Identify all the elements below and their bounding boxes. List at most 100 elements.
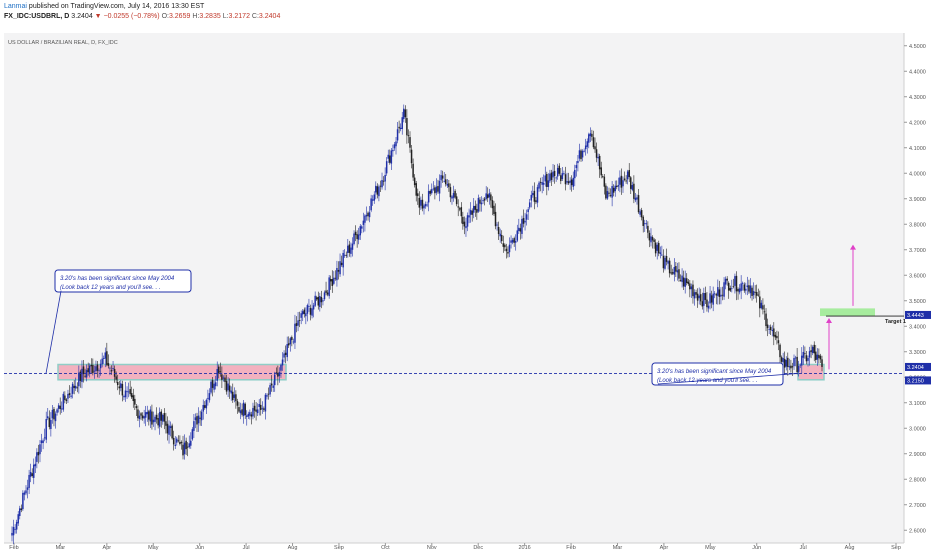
candle-body bbox=[785, 359, 787, 367]
candle-body bbox=[15, 522, 18, 530]
candle-body bbox=[527, 209, 529, 213]
annotation-box-right[interactable] bbox=[651, 362, 784, 386]
candle-body bbox=[720, 294, 722, 297]
candle-body bbox=[743, 284, 746, 291]
candle-body bbox=[446, 184, 449, 186]
author-name[interactable]: Lanmai bbox=[4, 3, 27, 10]
candle-body bbox=[112, 368, 114, 370]
candle-body bbox=[329, 278, 332, 282]
candle-body bbox=[418, 197, 421, 208]
candle-body bbox=[421, 199, 424, 209]
candle-body bbox=[246, 415, 248, 417]
candle-body bbox=[794, 357, 797, 359]
candle-body bbox=[583, 150, 585, 152]
candle-body bbox=[549, 173, 551, 182]
low-value: 3.2172 bbox=[228, 13, 250, 20]
candle-body bbox=[273, 374, 276, 386]
candle-body bbox=[239, 410, 242, 414]
candle-body bbox=[370, 198, 372, 211]
candle-body bbox=[797, 366, 800, 372]
candle-body bbox=[12, 527, 15, 536]
candle-body bbox=[614, 185, 616, 192]
x-tick-label: Jun bbox=[752, 545, 761, 550]
candle-body bbox=[144, 412, 147, 418]
support-zone-right[interactable] bbox=[797, 363, 825, 381]
candle-body bbox=[564, 174, 567, 185]
candle-body bbox=[204, 405, 206, 408]
candle-body bbox=[546, 173, 548, 187]
candle-body bbox=[788, 366, 791, 368]
candle-body bbox=[804, 353, 806, 355]
y-tick-label: 3.4000 bbox=[909, 324, 926, 330]
candle-body bbox=[760, 302, 763, 309]
candle-body bbox=[619, 177, 621, 185]
candle-body bbox=[779, 344, 781, 358]
candle-body bbox=[420, 199, 422, 206]
candle-body bbox=[710, 295, 713, 303]
candle-body bbox=[499, 233, 501, 237]
candle-body bbox=[689, 283, 691, 290]
y-tick-label: 4.2000 bbox=[909, 120, 926, 126]
candle-body bbox=[393, 144, 396, 149]
candle-body bbox=[547, 180, 550, 187]
candle-body bbox=[289, 338, 292, 345]
candle-body bbox=[477, 197, 480, 212]
candle-body bbox=[693, 292, 696, 299]
candle-body bbox=[455, 196, 458, 205]
candle-body bbox=[224, 377, 226, 382]
candle-body bbox=[780, 357, 783, 362]
candle-body bbox=[301, 311, 304, 315]
candle-body bbox=[295, 323, 298, 326]
candle-body bbox=[342, 252, 344, 268]
candle-body bbox=[488, 193, 491, 198]
y-tick-label: 3.6000 bbox=[909, 273, 926, 279]
candle-body bbox=[277, 372, 279, 377]
candle-body bbox=[264, 394, 267, 412]
candle-body bbox=[676, 270, 679, 273]
candle-body bbox=[762, 305, 764, 310]
candle-body bbox=[79, 371, 82, 381]
candle-body bbox=[563, 173, 565, 175]
candle-body bbox=[309, 307, 312, 315]
candle-body bbox=[701, 301, 704, 307]
candle-body bbox=[768, 328, 770, 330]
candle-body bbox=[410, 149, 413, 164]
publish-line: Lanmai published on TradingView.com, Jul… bbox=[4, 3, 204, 10]
target-zone[interactable] bbox=[820, 308, 875, 317]
candle-body bbox=[373, 194, 375, 201]
candle-body bbox=[452, 193, 455, 198]
candle-body bbox=[43, 437, 46, 439]
candle-body bbox=[356, 234, 358, 240]
candle-body bbox=[574, 169, 576, 179]
candle-body bbox=[528, 202, 531, 208]
candle-body bbox=[415, 183, 417, 196]
candle-body bbox=[533, 190, 536, 202]
candle-body bbox=[138, 415, 141, 420]
candle-body bbox=[819, 355, 822, 360]
candle-body bbox=[317, 296, 320, 306]
candle-body bbox=[230, 390, 232, 394]
annotation-box-left[interactable] bbox=[54, 269, 192, 293]
candle-body bbox=[387, 154, 389, 159]
target-arrow-head bbox=[826, 318, 832, 324]
candle-body bbox=[466, 215, 469, 227]
candle-body bbox=[550, 172, 553, 180]
x-tick-label: Oct bbox=[381, 545, 390, 550]
y-tick-label: 3.7000 bbox=[909, 248, 926, 254]
candle-body bbox=[118, 386, 121, 389]
candle-body bbox=[602, 176, 604, 178]
candle-body bbox=[695, 292, 697, 295]
candle-body bbox=[754, 291, 756, 293]
candle-body bbox=[648, 232, 651, 241]
y-tick-label: 3.3000 bbox=[909, 350, 926, 356]
candle-body bbox=[474, 205, 477, 210]
candle-body bbox=[403, 108, 405, 120]
candle-body bbox=[364, 215, 366, 223]
candle-body bbox=[670, 272, 672, 274]
candle-body bbox=[471, 210, 473, 215]
candle-body bbox=[359, 226, 362, 236]
candle-body bbox=[40, 440, 43, 444]
candle-body bbox=[322, 300, 324, 302]
candle-body bbox=[721, 294, 724, 296]
